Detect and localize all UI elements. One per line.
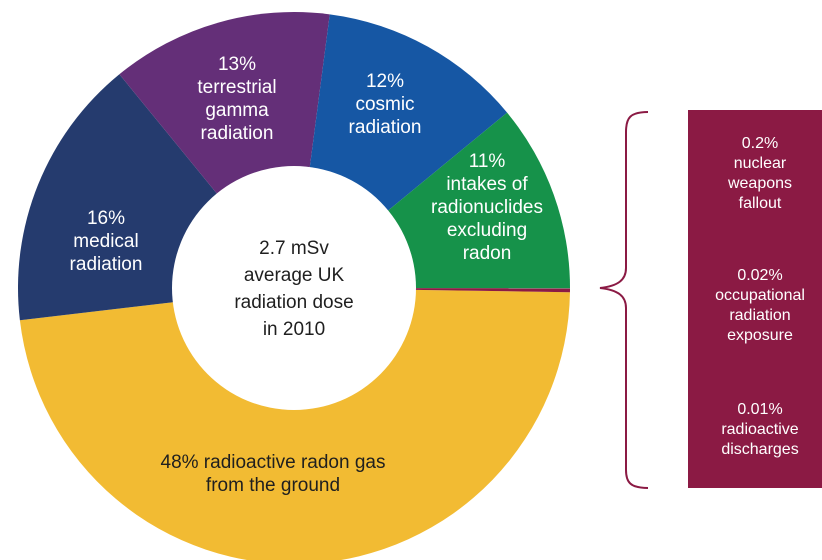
center-label: 2.7 mSv average UK radiation dose in 2010 (234, 238, 353, 340)
breakdown-box (688, 110, 822, 488)
breakdown-label: discharges (721, 441, 799, 458)
breakdown-item-discharges: 0.01% radioactive discharges (688, 400, 822, 460)
breakdown-value: 0.01% (737, 401, 783, 418)
slice-radon (19, 288, 570, 560)
slice-label-medical: 16% medical radiation (70, 208, 143, 275)
breakdown-label: fallout (738, 195, 782, 212)
breakdown-value: 0.02% (737, 267, 783, 284)
breakdown-item-occupational: 0.02% occupational radiation exposure (688, 266, 822, 346)
breakdown-value: 0.2% (741, 135, 779, 152)
breakdown-panel: 0.2% nuclear weapons fallout 0.02% occup… (688, 110, 822, 488)
slice-label-intakes: 11% intakes of radionuclides excluding radon (431, 151, 543, 264)
brace-bracket (599, 111, 649, 489)
breakdown-label: occupational (715, 287, 805, 304)
breakdown-label: weapons (727, 175, 793, 192)
breakdown-label: radioactive (721, 421, 799, 438)
slice-labels: 48% radioactive radon gas from the ground… (70, 54, 543, 496)
breakdown-label: nuclear (733, 155, 787, 172)
donut-hole (172, 166, 416, 410)
breakdown-label: exposure (727, 327, 793, 344)
slice-label-terrestrial: 13% terrestrial gamma radiation (197, 54, 276, 144)
center-label-text: 2.7 mSv average UK radiation dose in 2010 (234, 238, 353, 340)
breakdown-item-fallout: 0.2% nuclear weapons fallout (688, 134, 822, 214)
breakdown-label: radiation (729, 307, 791, 324)
slice-label-cosmic: 12% cosmic radiation (349, 71, 422, 138)
slice-label-radon: 48% radioactive radon gas from the ground (161, 452, 386, 496)
